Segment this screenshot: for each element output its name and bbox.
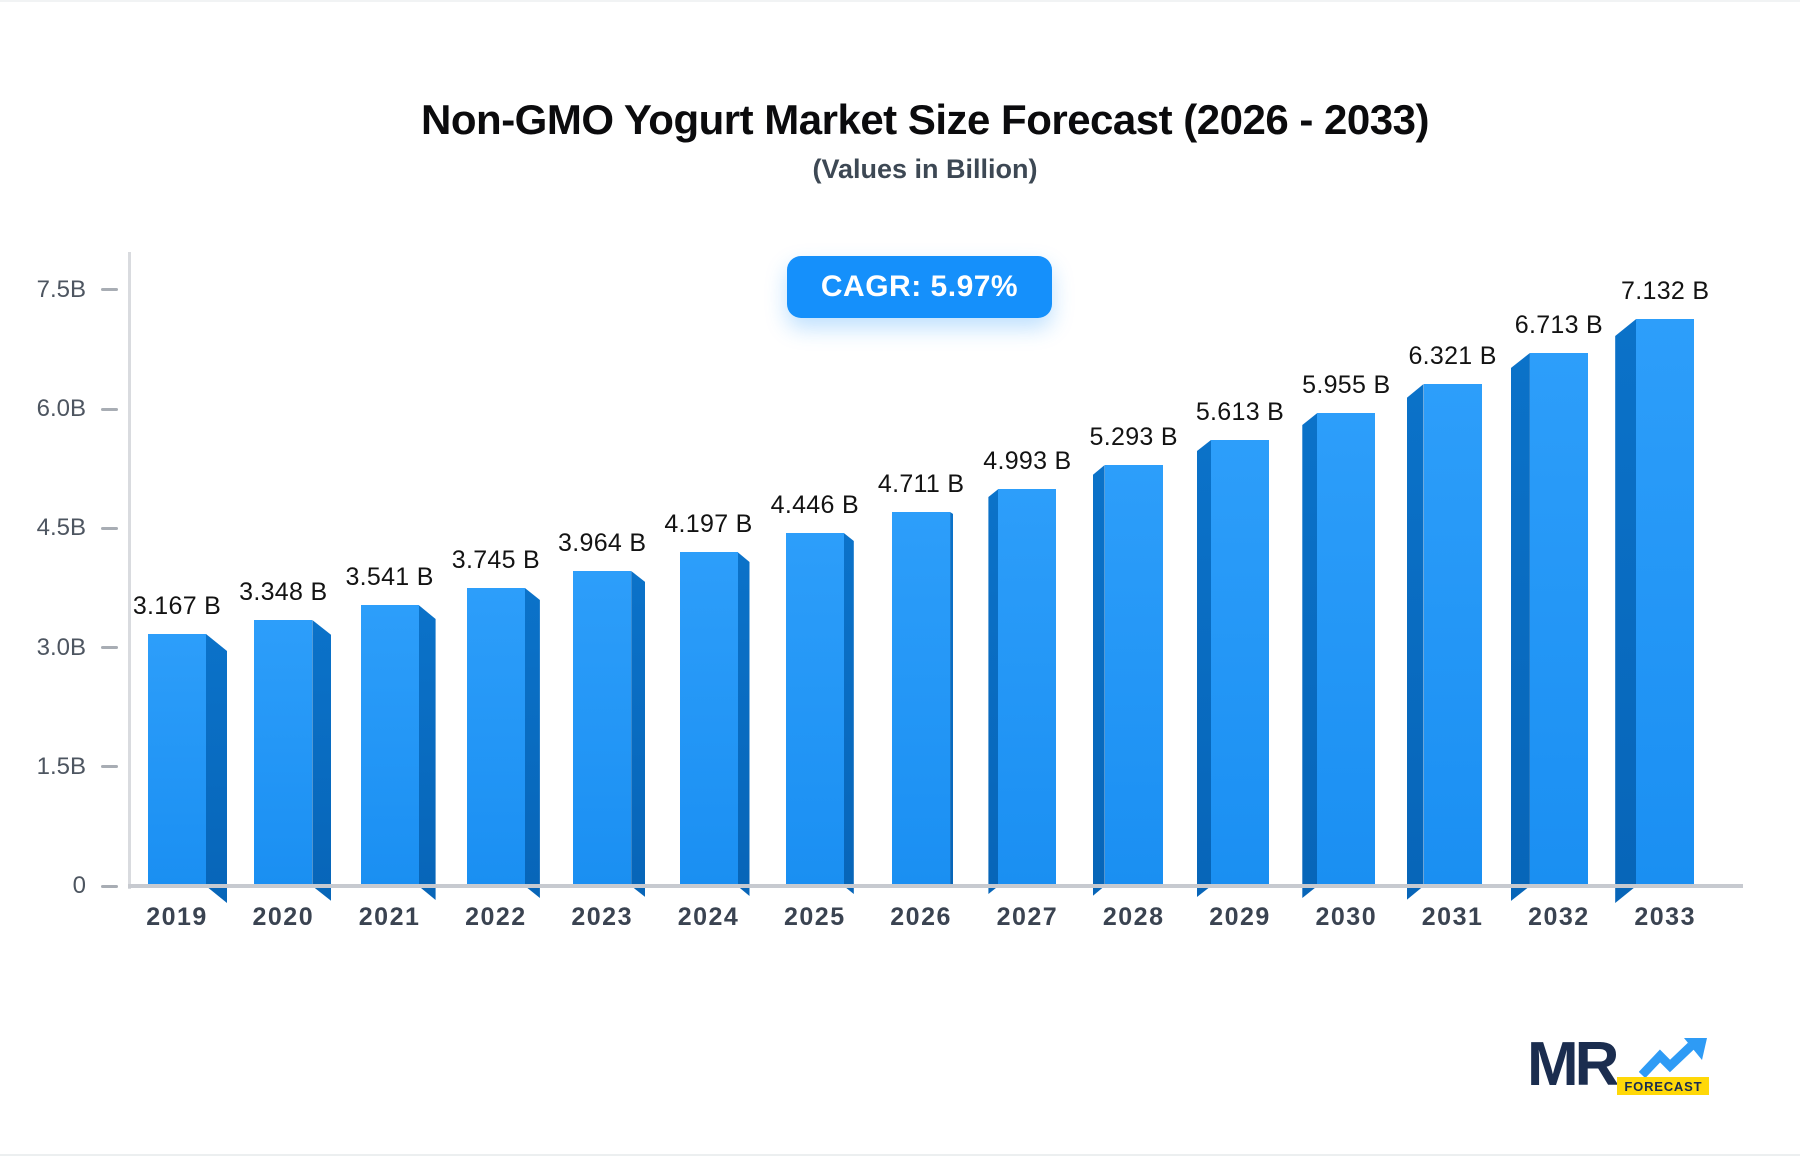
x-tick-label: 2021 — [358, 903, 421, 931]
bar-side-2026 — [950, 512, 953, 888]
chart-title: Non-GMO Yogurt Market Size Forecast (202… — [421, 96, 1429, 143]
chart-header: Non-GMO Yogurt Market Size Forecast (202… — [40, 96, 1800, 185]
bar-value-label: 5.293 B — [1089, 423, 1178, 451]
bar-2022 — [466, 588, 525, 886]
bar-side-2022 — [525, 588, 540, 898]
bar-2019 — [148, 634, 206, 886]
bar-side-2033 — [1615, 319, 1636, 903]
cagr-badge: CAGR: 5.97% — [787, 256, 1052, 318]
y-tick-dash — [101, 526, 118, 530]
bar-side-2021 — [419, 605, 436, 900]
x-tick-label: 2019 — [146, 903, 208, 931]
y-tick-dash — [101, 288, 118, 292]
bar-value-label: 4.993 B — [983, 447, 1072, 475]
bar-2025 — [785, 533, 844, 886]
bar-side-2024 — [738, 552, 750, 896]
bar-value-label: 3.541 B — [345, 563, 434, 591]
bar-value-label: 5.613 B — [1195, 398, 1285, 426]
bar-value-label: 3.348 B — [239, 578, 328, 606]
x-tick-label: 2033 — [1634, 903, 1696, 931]
x-tick-label: 2027 — [996, 903, 1059, 931]
y-tick-label: 4.5B — [36, 514, 86, 542]
bar-2029 — [1211, 440, 1269, 886]
y-tick-dash — [101, 765, 118, 769]
bar-value-label: 5.955 B — [1302, 371, 1391, 399]
bar-value-label: 4.197 B — [664, 510, 753, 538]
y-tick-dash — [101, 646, 118, 650]
bar-side-2023 — [631, 571, 645, 897]
bar-2027 — [998, 489, 1057, 886]
y-tick-dash — [101, 407, 118, 411]
bar-side-2028 — [1093, 465, 1105, 896]
y-tick-label: 6.0B — [36, 395, 86, 423]
logo-forecast-badge: FORECAST — [1617, 1076, 1710, 1095]
bar-2024 — [679, 552, 738, 886]
bar-side-2032 — [1511, 353, 1530, 901]
bar-side-2029 — [1197, 440, 1211, 897]
logo-wordmark: MR — [1527, 1030, 1619, 1099]
chart-subtitle: (Values in Billion) — [812, 154, 1038, 185]
bar-2021 — [360, 605, 419, 886]
x-tick-label: 2023 — [571, 903, 633, 931]
y-tick-label: 3.0B — [36, 633, 86, 661]
bar-value-label: 4.446 B — [770, 491, 859, 519]
y-axis-line — [128, 252, 131, 889]
bar-2031 — [1423, 384, 1482, 886]
x-tick-label: 2030 — [1315, 903, 1378, 931]
y-tick-label: 0 — [72, 872, 86, 899]
bar-value-label: 3.964 B — [558, 529, 647, 557]
bar-2030 — [1317, 413, 1376, 886]
bar-2023 — [573, 571, 632, 886]
bar-side-2025 — [844, 533, 854, 894]
bar-value-label: 3.745 B — [451, 546, 541, 574]
x-tick-label: 2029 — [1209, 903, 1271, 931]
x-tick-label: 2026 — [890, 903, 952, 931]
y-tick-label: 1.5B — [36, 752, 86, 780]
y-tick-label: 7.5B — [36, 275, 86, 303]
x-tick-label: 2028 — [1102, 903, 1165, 931]
bar-side-2020 — [312, 620, 331, 901]
bar-side-2027 — [988, 489, 998, 894]
bar-side-2031 — [1407, 384, 1424, 900]
bar-value-label: 3.167 B — [132, 592, 222, 620]
bar-side-2019 — [206, 634, 227, 903]
x-tick-label: 2022 — [465, 903, 527, 931]
logo-right-block: FORECAST — [1617, 1037, 1710, 1095]
bar-value-label: 6.321 B — [1408, 342, 1497, 370]
bar-value-label: 7.132 B — [1621, 277, 1710, 305]
bar-value-label: 6.713 B — [1514, 311, 1604, 339]
bar-value-label: 4.711 B — [877, 470, 965, 498]
bar-2032 — [1529, 353, 1588, 886]
x-tick-label: 2024 — [677, 903, 740, 931]
bar-2033 — [1636, 319, 1695, 886]
bar-side-2030 — [1302, 413, 1317, 898]
mrforecast-logo: MR FORECAST — [1527, 1030, 1710, 1099]
y-tick-dash — [101, 884, 118, 888]
x-tick-label: 2025 — [783, 903, 846, 931]
x-tick-label: 2020 — [252, 903, 315, 931]
x-tick-label: 2031 — [1421, 903, 1484, 931]
x-axis-line — [128, 884, 1743, 888]
bar-2020 — [254, 620, 313, 886]
growth-arrow-icon — [1639, 1037, 1708, 1078]
x-tick-label: 2032 — [1528, 903, 1590, 931]
bar-2026 — [892, 512, 951, 886]
bar-2028 — [1104, 465, 1163, 886]
